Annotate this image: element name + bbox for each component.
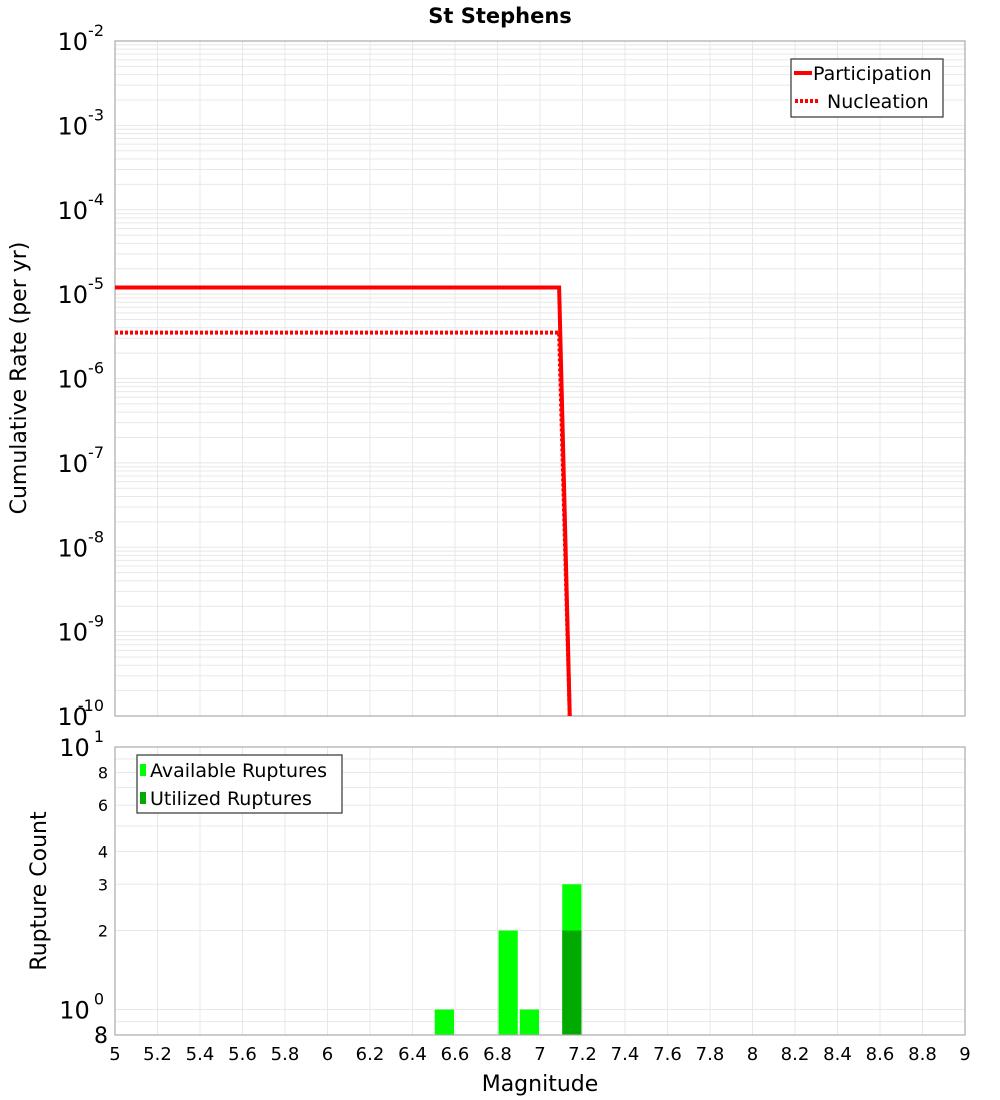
bottom-legend: Available Ruptures Utilized Ruptures [136, 754, 343, 814]
x-tick-label: 8.8 [908, 1044, 937, 1065]
available-legend-swatch [140, 764, 146, 776]
top-y-tick-label: 10-9 [58, 612, 105, 647]
top-plot-series [115, 285, 572, 717]
top-plot-grid [115, 41, 966, 716]
bottom-plot-grid [115, 747, 966, 1035]
legend-utilized-ruptures: Utilized Ruptures [150, 788, 312, 810]
top-legend: Participation Nucleation [790, 58, 944, 118]
x-axis-ticks: 5 5.2 5.4 5.6 5.8 6 6.2 6.4 6.6 6.8 7 7.2 7.4 7.6 7.8 8… [109, 1044, 970, 1065]
bottom-y-tick-label: 10 1 [59, 727, 104, 762]
top-y-tick-label: 10-4 [58, 190, 105, 225]
chart-title: St Stephens [428, 4, 572, 28]
x-tick-label: 5 [109, 1044, 120, 1065]
top-y-axis-label: Cumulative Rate (per yr) [7, 242, 32, 515]
top-y-tick-label: 10-3 [58, 105, 105, 140]
bottom-plot-frame [114, 746, 966, 1036]
bottom-y-tick-label: 8 [98, 763, 108, 782]
participation-line [115, 285, 572, 717]
top-y-axis-ticks: 10-2 10-3 10-4 10-5 10-6 10-7 10-8 10-9 10-10 [57, 21, 104, 731]
utilized-rupture-bar [562, 930, 582, 1035]
x-tick-label: 5.8 [271, 1044, 300, 1065]
top-y-tick-label: 10-6 [58, 359, 105, 394]
x-tick-label: 9 [959, 1044, 970, 1065]
bottom-y-tick-label: 10 0 [59, 990, 104, 1025]
x-tick-label: 7.4 [611, 1044, 640, 1065]
available-rupture-bar [498, 930, 518, 1035]
top-y-tick-label: 10-7 [58, 443, 105, 478]
x-tick-label: 8.6 [866, 1044, 895, 1065]
x-tick-label: 8.4 [823, 1044, 852, 1065]
legend-participation: Participation [813, 63, 932, 85]
x-tick-label: 7.8 [696, 1044, 725, 1065]
x-tick-label: 8.2 [781, 1044, 810, 1065]
available-rupture-bar [434, 1009, 454, 1035]
utilized-legend-swatch [140, 792, 146, 804]
x-tick-label: 6 [322, 1044, 333, 1065]
bottom-y-axis-label: Rupture Count [27, 811, 52, 971]
nucleation-line [115, 330, 572, 717]
legend-available-ruptures: Available Ruptures [150, 760, 327, 782]
x-tick-label: 8 [747, 1044, 758, 1065]
x-tick-label: 5.6 [228, 1044, 257, 1065]
x-tick-label: 6.2 [356, 1044, 385, 1065]
x-tick-label: 6.4 [398, 1044, 427, 1065]
bottom-plot-bars [434, 884, 582, 1035]
top-y-tick-label: 10-10 [57, 696, 104, 731]
bottom-y-tick-label: 2 [98, 922, 108, 941]
top-y-tick-label: 10-2 [58, 21, 105, 56]
available-rupture-bar [519, 1009, 539, 1035]
bottom-y-tick-label: 4 [98, 842, 108, 861]
x-tick-label: 7.6 [653, 1044, 682, 1065]
x-tick-label: 7.2 [568, 1044, 597, 1065]
x-tick-label: 7 [534, 1044, 545, 1065]
top-y-tick-label: 10-5 [58, 274, 105, 309]
x-tick-label: 5.4 [186, 1044, 215, 1065]
x-axis-label: Magnitude [482, 1072, 599, 1097]
bottom-y-tick-label: 6 [98, 796, 108, 815]
x-tick-label: 6.8 [483, 1044, 512, 1065]
bottom-y-tick-label: 8 [94, 1024, 108, 1049]
x-tick-label: 5.2 [143, 1044, 172, 1065]
top-plot-frame [114, 40, 966, 717]
x-tick-label: 6.6 [441, 1044, 470, 1065]
legend-nucleation: Nucleation [827, 91, 929, 113]
top-y-tick-label: 10-8 [58, 527, 105, 562]
bottom-y-tick-label: 3 [98, 875, 108, 894]
